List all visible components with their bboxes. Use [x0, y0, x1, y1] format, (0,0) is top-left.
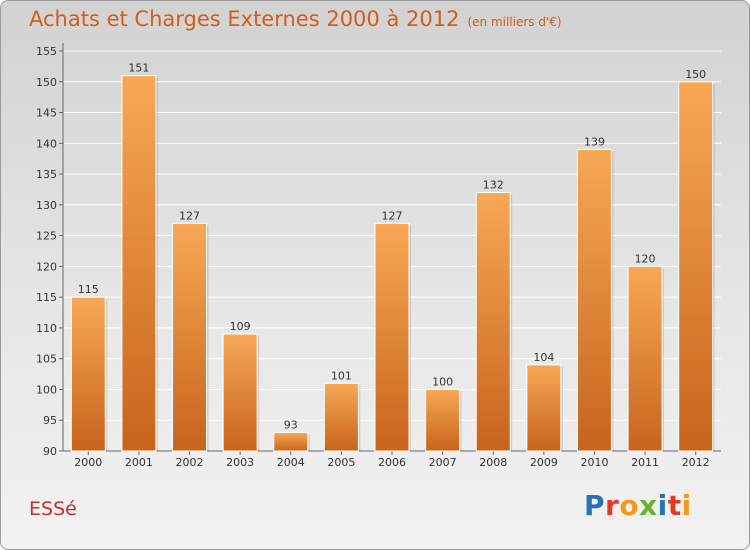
- x-tick-label-2005: 2005: [327, 456, 355, 469]
- x-tick-label-2007: 2007: [429, 456, 457, 469]
- y-tick-label: 140: [36, 137, 57, 150]
- x-tick-label-2006: 2006: [378, 456, 406, 469]
- x-tick-label-2000: 2000: [74, 456, 102, 469]
- logo-letter: i: [657, 489, 668, 522]
- value-label-2005: 101: [331, 369, 352, 382]
- bar-2010: [576, 148, 612, 452]
- value-label-2008: 132: [483, 179, 504, 192]
- y-tick-label: 125: [36, 230, 57, 243]
- value-label-2002: 127: [179, 209, 200, 222]
- bar-2008: [475, 192, 511, 452]
- bar-2005: [323, 382, 359, 452]
- y-tick-label: 130: [36, 199, 57, 212]
- value-label-2009: 104: [533, 351, 554, 364]
- bar-2007: [425, 388, 461, 452]
- chart-subtitle: (en milliers d'€): [467, 15, 562, 29]
- y-tick-label: 135: [36, 168, 57, 181]
- value-labels: 115 151 127 109 93 101 127 100 132 104 139 120 150: [78, 62, 706, 432]
- bar-2001: [121, 75, 157, 452]
- y-tick-label: 150: [36, 76, 57, 89]
- x-tick-label-2012: 2012: [682, 456, 710, 469]
- bars: [70, 75, 715, 452]
- bar-2006: [374, 222, 410, 452]
- bar-2002: [172, 222, 208, 452]
- logo-letter: t: [667, 489, 682, 522]
- y-tick-label: 105: [36, 353, 57, 366]
- value-label-2000: 115: [78, 283, 99, 296]
- chart-title: Achats et Charges Externes 2000 à 2012: [29, 7, 460, 31]
- y-tick-label: 110: [36, 322, 57, 335]
- x-tick-label-2001: 2001: [125, 456, 153, 469]
- commune-name: ESSé: [29, 498, 77, 520]
- y-tick-label: 145: [36, 107, 57, 120]
- y-tick-label: 120: [36, 260, 57, 273]
- value-label-2010: 139: [584, 135, 605, 148]
- value-label-2007: 100: [432, 375, 453, 388]
- y-tick-label: 100: [36, 383, 57, 396]
- x-tick-label-2003: 2003: [226, 456, 254, 469]
- logo-letter: P: [584, 489, 606, 522]
- y-tick-label: 115: [36, 291, 57, 304]
- bar-2011: [627, 265, 663, 452]
- chart-title-block: Achats et Charges Externes 2000 à 2012 (e…: [29, 7, 562, 31]
- logo-letter: r: [605, 489, 620, 522]
- x-tick-label-2004: 2004: [277, 456, 305, 469]
- value-label-2003: 109: [230, 320, 251, 333]
- x-tick-label-2008: 2008: [479, 456, 507, 469]
- y-tick-label: 90: [43, 445, 57, 458]
- value-label-2001: 151: [128, 62, 149, 75]
- bar-2012: [678, 81, 714, 452]
- bar-2003: [222, 333, 258, 452]
- y-tick-label: 95: [43, 414, 57, 427]
- x-tick-label-2002: 2002: [176, 456, 204, 469]
- proxiti-logo: Proxiti: [584, 489, 692, 522]
- bar-2000: [70, 296, 106, 452]
- axes: 90 95 100 105 110 115 120 125 130 135 140 145 150 155…: [36, 43, 721, 469]
- bar-2009: [526, 364, 562, 452]
- x-tick-label-2010: 2010: [580, 456, 608, 469]
- logo-letter: x: [639, 489, 658, 522]
- value-label-2012: 150: [685, 68, 706, 81]
- value-label-2006: 127: [382, 209, 403, 222]
- bar-2004: [273, 432, 309, 452]
- value-label-2011: 120: [635, 252, 656, 265]
- x-tick-label-2009: 2009: [530, 456, 558, 469]
- logo-letter: i: [681, 489, 692, 522]
- logo-letter: o: [619, 489, 640, 522]
- x-tick-label-2011: 2011: [631, 456, 659, 469]
- y-tick-label: 155: [36, 45, 57, 58]
- value-label-2004: 93: [284, 419, 298, 432]
